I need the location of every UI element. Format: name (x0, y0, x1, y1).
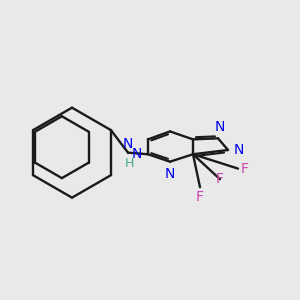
Text: N: N (132, 147, 142, 161)
Text: N: N (165, 167, 175, 181)
Text: N: N (123, 137, 133, 151)
Text: N: N (215, 120, 225, 134)
Text: F: F (215, 172, 223, 186)
Text: N: N (234, 143, 244, 157)
Text: H: H (124, 157, 134, 170)
Text: F: F (241, 162, 249, 176)
Text: F: F (196, 190, 204, 204)
